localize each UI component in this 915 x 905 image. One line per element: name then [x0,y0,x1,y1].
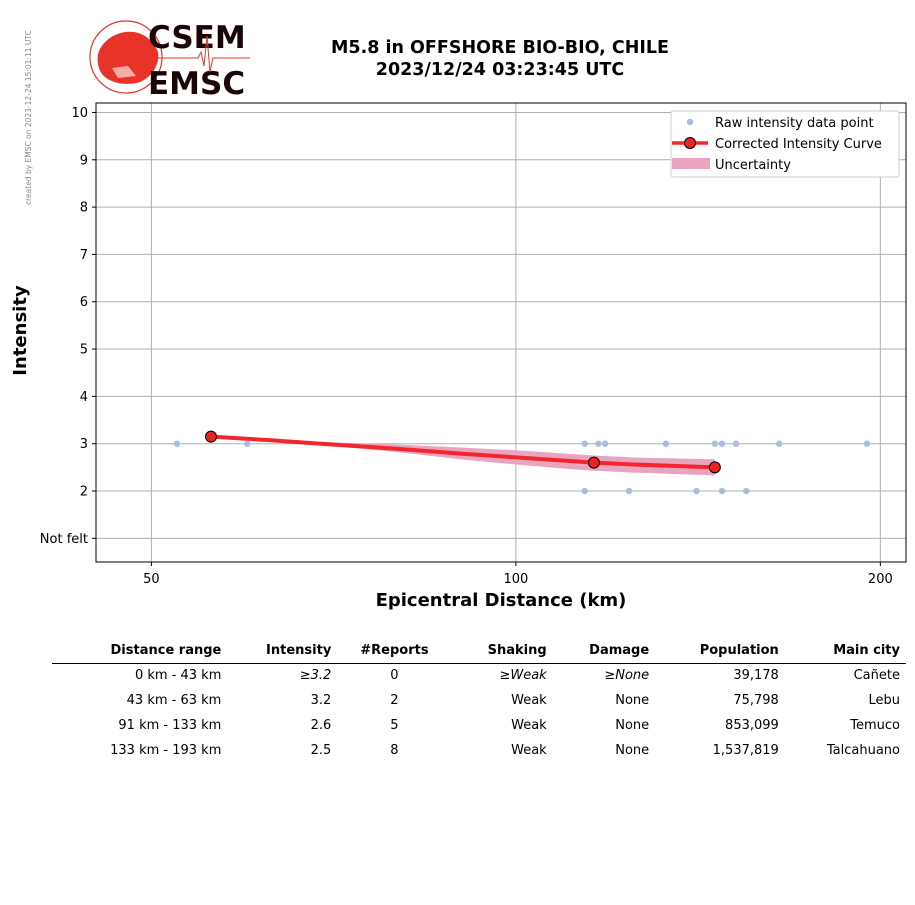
cell-distance: 0 km - 43 km [134,668,222,683]
legend-box [670,110,900,178]
y-tick-label: 5 [80,343,88,358]
cell-damage: None [615,693,650,708]
cell-damage: None [615,718,650,733]
cell-distance: 133 km - 193 km [110,743,222,758]
cell-population: 853,099 [725,718,779,733]
grid-lines [96,103,906,562]
cell-damage: None [615,743,650,758]
cell-reports: 0 [390,668,399,683]
y-tick-label: 10 [71,106,88,121]
raw-data-point [595,440,602,447]
raw-data-point [173,440,181,447]
y-tick-label: Not felt [40,532,88,547]
corrected-intensity-curve [210,434,715,470]
legend-curve-label: Corrected Intensity Curve [715,137,882,152]
cell-shaking: Weak [511,718,547,733]
raw-data-point [711,440,719,447]
raw-data-point [625,487,633,495]
y-tick-label: 8 [80,201,88,216]
cell-city: Temuco [850,718,900,733]
cell-damage: ≥None [604,668,650,683]
curve-marker [587,456,600,469]
raw-data-point [581,440,588,447]
y-tick-label: 9 [80,153,88,168]
x-tick-label: 200 [868,572,893,587]
raw-data-point [581,487,588,495]
cell-reports: 2 [390,693,399,708]
raw-data-point [244,440,251,447]
plot-frame [95,102,907,563]
legend-curve-marker [684,137,696,149]
y-axis-label: Intensity [10,285,31,376]
curve-marker [204,430,217,443]
raw-points-layer [173,440,871,495]
cell-city: Talcahuano [826,743,900,758]
cell-intensity: 2.5 [310,743,332,758]
header-damage: Damage [552,640,656,664]
logo-seismogram-line [148,35,250,73]
raw-data-point [662,440,670,447]
y-tick-label: 7 [80,248,88,263]
logo-globe-highlight [112,66,136,78]
chart-title: M5.8 in OFFSHORE BIO-BIO, CHILE [331,38,669,58]
cell-shaking: Weak [511,743,547,758]
curve-layer [204,430,721,474]
y-tick-label: 2 [80,485,88,500]
x-axis-label: Epicentral Distance (km) [376,590,627,611]
table-header-row: Distance range Intensity #Reports Shakin… [52,640,906,664]
emsc-logo: CSEM EMSC [89,20,250,98]
table-row: 0 km - 43 km ≥3.2 0 ≥Weak ≥None 39,178 C… [52,664,906,690]
raw-data-point [718,487,726,495]
logo-globe-map [97,31,159,84]
axis-ticks: Not felt 2 3 4 5 6 7 8 9 10 50 100 200 [40,106,893,587]
intensity-chart: Not felt 2 3 4 5 6 7 8 9 10 50 100 200 Epicentral Di… [10,102,907,611]
cell-shaking: Weak [511,693,547,708]
legend-raw-label: Raw intensity data point [715,116,874,131]
cell-intensity: 2.6 [310,718,332,733]
header-shaking: Shaking [451,640,553,664]
cell-population: 39,178 [733,668,779,683]
raw-data-point [775,440,783,447]
logo-text-emsc: EMSC [148,66,245,98]
table-row: 43 km - 63 km 3.2 2 Weak None 75,798 Leb… [52,689,906,714]
chart-subtitle: 2023/12/24 03:23:45 UTC [375,60,625,80]
header-reports: #Reports [337,640,452,664]
legend-band-swatch [672,158,710,169]
header-intensity: Intensity [227,640,338,664]
legend-band-label: Uncertainty [715,158,791,173]
legend-raw-marker [686,118,694,126]
raw-data-point [732,440,740,447]
chart-legend: Raw intensity data point Corrected Inten… [670,110,900,178]
raw-data-point [601,440,609,447]
intensity-table: Distance range Intensity #Reports Shakin… [52,640,906,764]
y-tick-label: 3 [80,437,88,452]
raw-data-point [863,440,871,447]
x-tick-label: 100 [503,572,528,587]
curve-marker [708,461,721,474]
header-population: Population [655,640,785,664]
cell-reports: 5 [390,718,399,733]
header-main-city: Main city [784,640,906,664]
table-row: 91 km - 133 km 2.6 5 Weak None 853,099 T… [52,714,906,739]
y-tick-label: 4 [80,390,88,405]
cell-population: 1,537,819 [712,743,779,758]
x-tick-label: 50 [143,572,160,587]
cell-reports: 8 [390,743,399,758]
cell-shaking: ≥Weak [499,668,547,683]
cell-city: Cañete [853,668,900,683]
raw-data-point [693,487,700,495]
cell-distance: 43 km - 63 km [126,693,222,708]
raw-data-point [718,440,726,447]
y-tick-label: 6 [80,295,88,310]
cell-intensity: 3.2 [310,693,332,708]
cell-intensity: ≥3.2 [299,668,332,683]
table-row: 133 km - 193 km 2.5 8 Weak None 1,537,81… [52,739,906,764]
logo-globe-outline [89,20,163,94]
cell-city: Lebu [868,693,900,708]
header-distance-range: Distance range [52,640,228,664]
cell-population: 75,798 [733,693,779,708]
logo-text-csem: CSEM [148,20,246,56]
cell-distance: 91 km - 133 km [118,718,222,733]
raw-data-point [743,487,750,495]
